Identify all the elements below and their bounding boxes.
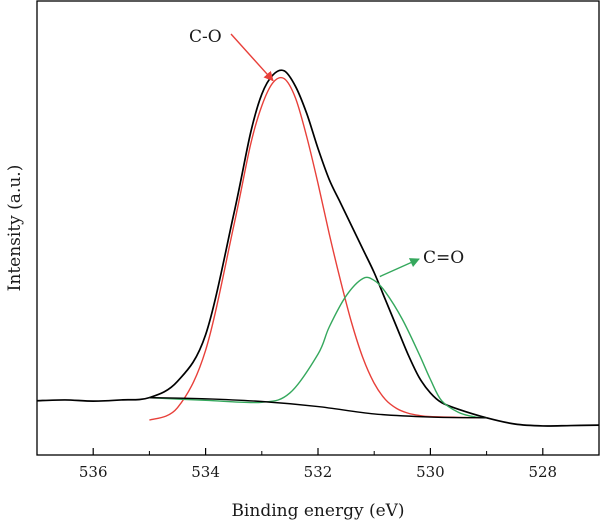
x-tick-label-528: 528 — [528, 463, 557, 481]
plot-frame — [36, 0, 600, 456]
series-raw-spectrum-line — [36, 69, 600, 427]
series-background-line — [149, 396, 487, 419]
c-o-label: C-O — [189, 27, 222, 47]
c-double-o-arrow — [379, 258, 420, 278]
x-tick-label-534: 534 — [191, 463, 220, 481]
x-tick-label-532: 532 — [304, 463, 333, 481]
x-axis-label: Binding energy (eV) — [231, 501, 404, 521]
series-layer — [36, 69, 600, 427]
x-axis-ticks: 536 534 532 530 528 — [36, 448, 600, 481]
y-axis-label: Intensity (a.u.) — [5, 165, 25, 292]
x-tick-label-536: 536 — [79, 463, 108, 481]
series-c-o-line — [149, 76, 487, 421]
x-tick-label-530: 530 — [416, 463, 445, 481]
series-c-double-o-line — [149, 276, 487, 419]
c-double-o-label: C=O — [423, 248, 464, 268]
c-o-arrow — [230, 33, 274, 82]
